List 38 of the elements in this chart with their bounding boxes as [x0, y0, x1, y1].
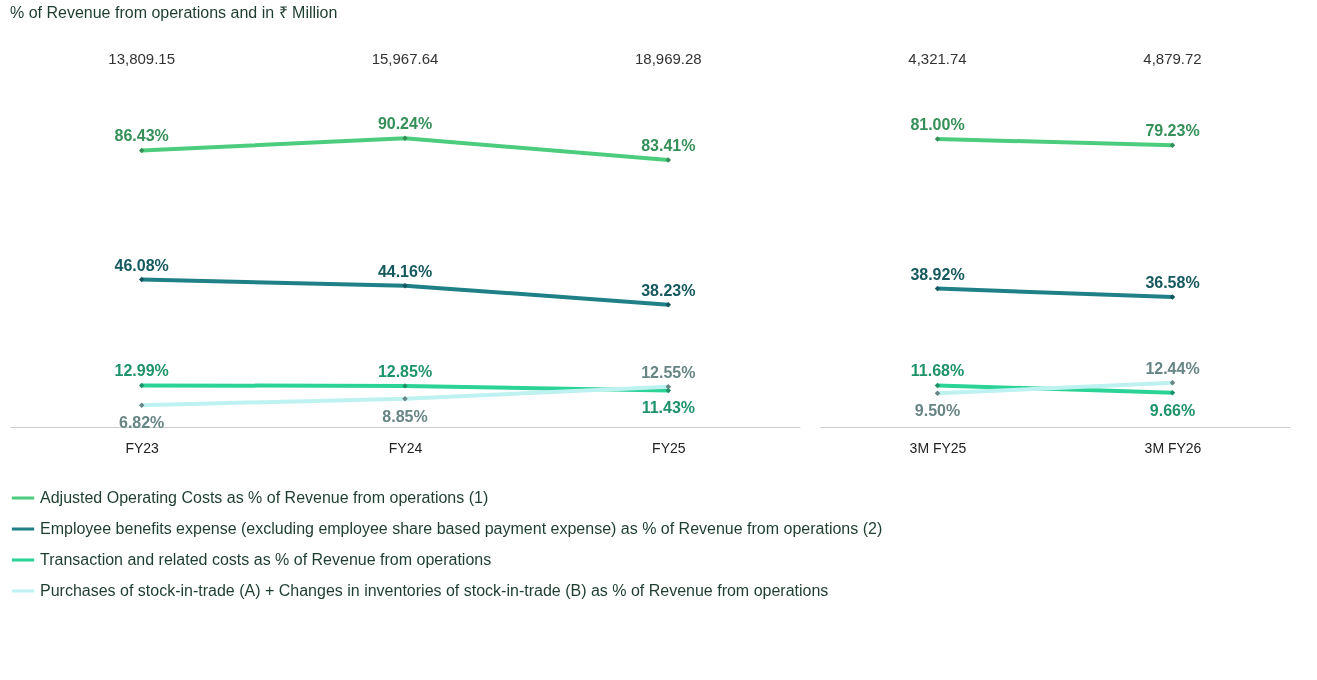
- data-label: 8.85%: [382, 407, 428, 425]
- text: 18,969.28: [634, 50, 702, 67]
- legend-label: Adjusted Operating Costs as % of Revenue from operations (1): [40, 489, 489, 506]
- data-label: 81.00%: [910, 116, 965, 133]
- x-tick-label: FY24: [388, 439, 423, 456]
- x-tick-label: 3M FY26: [1144, 439, 1202, 456]
- x-tick-label: 3M FY25: [909, 439, 967, 456]
- data-label: 12.44%: [1145, 359, 1200, 377]
- data-label: 86.43%: [114, 127, 169, 145]
- x-tick-label: FY25: [652, 439, 686, 456]
- data-label: 83.41%: [641, 137, 696, 155]
- data-label: 36.58%: [1145, 273, 1200, 291]
- text: 15,967.64: [371, 50, 439, 67]
- point: [402, 282, 408, 289]
- x-tick-label: FY23: [125, 439, 160, 456]
- data-label: 6.82%: [118, 414, 165, 432]
- data-label: 79.23%: [1145, 122, 1200, 140]
- legend-label: Employee benefits expense (excluding employee share based payment expense) as % of Revenue from operations (2): [40, 520, 883, 537]
- data-label: 9.50%: [914, 402, 961, 420]
- data-label: 9.66%: [1149, 401, 1196, 419]
- data-label: 44.16%: [377, 262, 433, 280]
- text: 4,321.74: [908, 50, 967, 67]
- data-label: 38.23%: [641, 281, 696, 299]
- data-label: 90.24%: [377, 115, 433, 133]
- chart-subtitle: % of Revenue from operations and in ₹ Million: [10, 4, 338, 21]
- data-label: 38.92%: [910, 265, 965, 283]
- text: 13,809.15: [108, 50, 176, 67]
- data-label: 12.55%: [641, 363, 696, 381]
- data-label: 11.43%: [641, 399, 696, 417]
- data-label: 11.68%: [910, 362, 965, 380]
- data-label: 12.85%: [377, 362, 433, 380]
- text: 4,879.72: [1143, 50, 1202, 67]
- point: [1169, 294, 1176, 300]
- legend-label: Transaction and related costs as % of Revenue from operations: [40, 551, 492, 568]
- legend-label: Purchases of stock-in-trade (A) + Changes in inventories of stock-in-trade (B) as % of Revenue from operations: [40, 582, 829, 599]
- point: [665, 301, 672, 308]
- data-label: 12.99%: [114, 362, 169, 380]
- data-label: 46.08%: [114, 256, 169, 274]
